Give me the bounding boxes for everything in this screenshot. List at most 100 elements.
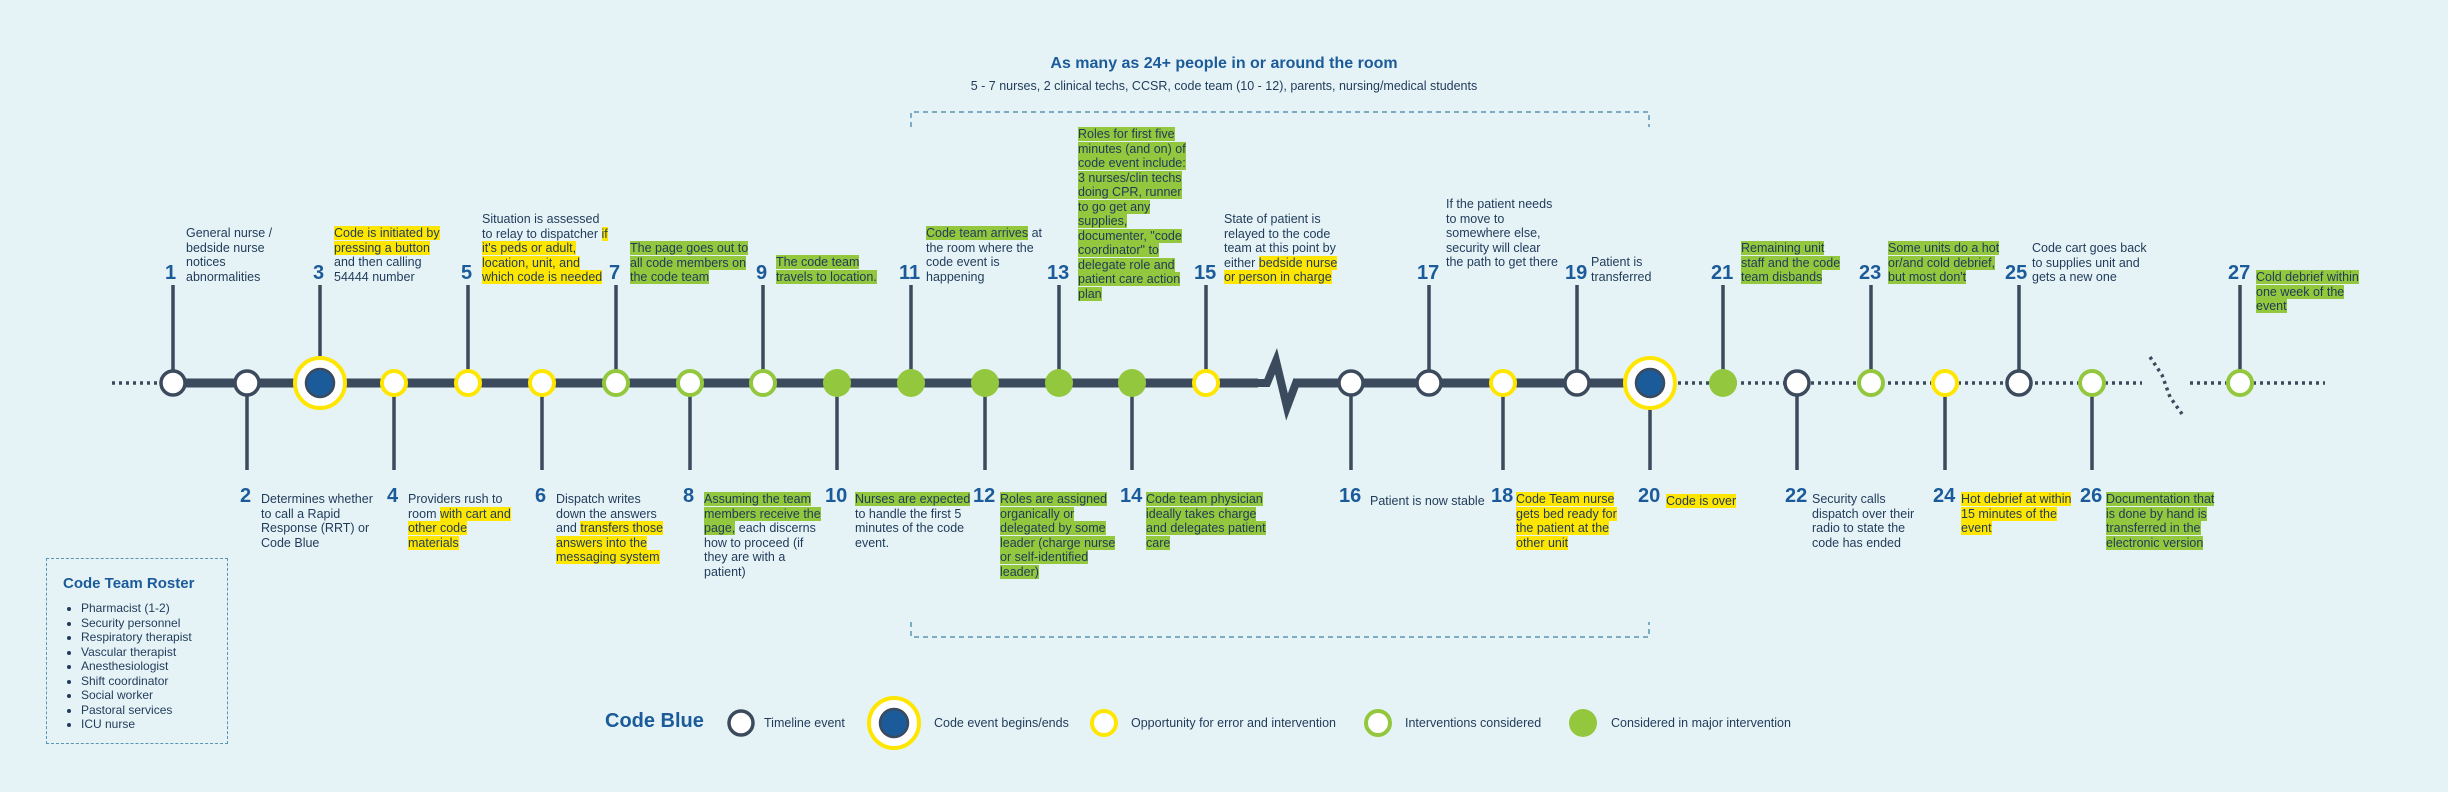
event-marker-17 [1415, 369, 1443, 397]
header-subtitle: 5 - 7 nurses, 2 clinical techs, CCSR, co… [970, 79, 1478, 93]
event-description-1: General nurse / bedside nurse notices ab… [186, 226, 286, 284]
event-marker-16 [1337, 369, 1365, 397]
legend-marker-opportunity [1090, 709, 1118, 737]
event-text-15-1: bedside nurse or person in charge [1224, 255, 1338, 284]
event-text-8-0: Assuming the team members receive the pa… [704, 492, 821, 535]
event-description-20: Code is over [1666, 494, 1756, 509]
event-description-4: Providers rush to room with cart and oth… [408, 492, 520, 550]
roster-item: ICU nurse [81, 717, 192, 732]
event-description-19: Patient is transferred [1591, 255, 1671, 284]
event-description-6: Dispatch writes down the answers and tra… [556, 492, 674, 565]
event-description-10: Nurses are expected to handle the first … [855, 492, 977, 550]
roster-list: Pharmacist (1-2)Security personnelRespir… [61, 601, 192, 732]
event-marker-13 [1045, 369, 1073, 397]
event-number-18: 18 [1491, 485, 1514, 507]
event-description-23: Some units do a hot or/and cold debrief,… [1888, 241, 2006, 285]
legend-label-considered: Interventions considered [1405, 716, 1542, 730]
event-text-3-0: Code is initiated by pressing a button [334, 226, 440, 255]
roster-item: Shift coordinator [81, 674, 192, 689]
event-marker-4 [380, 369, 408, 397]
event-number-8: 8 [683, 485, 695, 507]
event-text-18-0: Code Team nurse gets bed ready for the p… [1516, 492, 1617, 550]
roster-item: Anesthesiologist [81, 659, 192, 674]
event-number-21: 21 [1711, 262, 1734, 284]
event-number-17: 17 [1417, 262, 1440, 284]
event-marker-15 [1192, 369, 1220, 397]
event-description-27: Cold debrief within one week of the even… [2256, 270, 2366, 314]
roster-title: Code Team Roster [63, 575, 195, 592]
event-text-26-0: Documentation that is done by hand is tr… [2106, 492, 2215, 550]
event-number-2: 2 [240, 485, 252, 507]
event-text-1-0: General nurse / bedside nurse notices ab… [186, 226, 273, 284]
legend-marker-major [1569, 709, 1597, 737]
event-number-25: 25 [2005, 262, 2028, 284]
event-description-5: Situation is assessed to relay to dispat… [482, 212, 608, 285]
event-marker-27 [2226, 369, 2254, 397]
event-marker-5 [454, 369, 482, 397]
event-marker-26 [2078, 369, 2106, 397]
event-text-17-0: If the patient needs to move to somewher… [1446, 197, 1558, 269]
event-text-2-0: Determines whether to call a Rapid Respo… [261, 492, 373, 550]
event-text-25-0: Code cart goes back to supplies unit and… [2032, 241, 2147, 284]
event-text-7-0: The page goes out to all code members on… [630, 241, 749, 284]
event-description-13: Roles for first five minutes (and on) of… [1078, 127, 1194, 301]
event-marker-2 [233, 369, 261, 397]
event-marker-6 [528, 369, 556, 397]
roster-item: Respiratory therapist [81, 630, 192, 645]
event-description-12: Roles are assigned organically or delega… [1000, 492, 1120, 579]
event-text-15-0: State of patient is relayed to the code … [1224, 212, 1336, 270]
event-description-24: Hot debrief at within 15 minutes of the … [1961, 492, 2079, 536]
legend-title: Code Blue [605, 710, 704, 732]
event-marker-14 [1118, 369, 1146, 397]
event-marker-7 [602, 369, 630, 397]
event-description-9: The code team travels to location. [776, 255, 888, 284]
event-description-15: State of patient is relayed to the code … [1224, 212, 1344, 285]
event-text-5-0: Situation is assessed to relay to dispat… [482, 212, 602, 241]
event-number-10: 10 [825, 485, 848, 507]
legend-marker-begin [867, 696, 921, 750]
roster-item: Pharmacist (1-2) [81, 601, 192, 616]
event-text-20-0: Code is over [1666, 494, 1737, 508]
event-number-14: 14 [1120, 485, 1143, 507]
event-description-17: If the patient needs to move to somewher… [1446, 197, 1558, 270]
event-text-10-1: to handle the first 5 minutes of the cod… [855, 506, 965, 550]
event-marker-20 [1623, 356, 1677, 410]
event-description-25: Code cart goes back to supplies unit and… [2032, 241, 2148, 285]
code-team-roster: Code Team Roster Pharmacist (1-2)Securit… [46, 558, 228, 744]
bracket-bottom [910, 622, 1650, 638]
event-description-7: The page goes out to all code members on… [630, 241, 750, 285]
event-text-23-0: Some units do a hot or/and cold debrief,… [1888, 241, 2000, 284]
event-text-14-0: Code team physician ideally takes charge… [1146, 492, 1266, 550]
event-text-4-0: Providers rush to room [408, 492, 503, 521]
event-marker-22 [1783, 369, 1811, 397]
event-description-14: Code team physician ideally takes charge… [1146, 492, 1270, 550]
roster-item: Social worker [81, 688, 192, 703]
roster-item: Vascular therapist [81, 645, 192, 660]
event-marker-11 [897, 369, 925, 397]
event-text-8-1: each discerns how to proceed (if they ar… [704, 521, 816, 579]
event-number-4: 4 [387, 485, 399, 507]
legend-label-opportunity: Opportunity for error and intervention [1131, 716, 1336, 730]
event-text-16-0: Patient is now stable [1370, 494, 1485, 508]
event-number-7: 7 [609, 262, 621, 284]
legend-label-begin: Code event begins/ends [934, 716, 1069, 730]
event-number-27: 27 [2228, 262, 2251, 284]
legend-marker-considered [1364, 709, 1392, 737]
event-description-16: Patient is now stable [1370, 494, 1500, 509]
event-description-8: Assuming the team members receive the pa… [704, 492, 826, 579]
event-marker-10 [823, 369, 851, 397]
event-number-5: 5 [461, 262, 473, 284]
event-text-11-0: Code team arrives [926, 226, 1029, 240]
event-text-6-1: transfers those answers into the messagi… [556, 521, 664, 564]
event-text-9-0: The code team travels to location. [776, 255, 877, 284]
header-title: As many as 24+ people in or around the r… [1050, 55, 1398, 72]
legend-label-major: Considered in major intervention [1611, 716, 1791, 730]
event-description-21: Remaining unit staff and the code team d… [1741, 241, 1851, 285]
event-description-26: Documentation that is done by hand is tr… [2106, 492, 2224, 550]
legend-marker-timeline [727, 709, 755, 737]
event-number-26: 26 [2080, 485, 2103, 507]
event-text-11-1: at the room where the code event is happ… [926, 226, 1043, 284]
event-marker-9 [749, 369, 777, 397]
